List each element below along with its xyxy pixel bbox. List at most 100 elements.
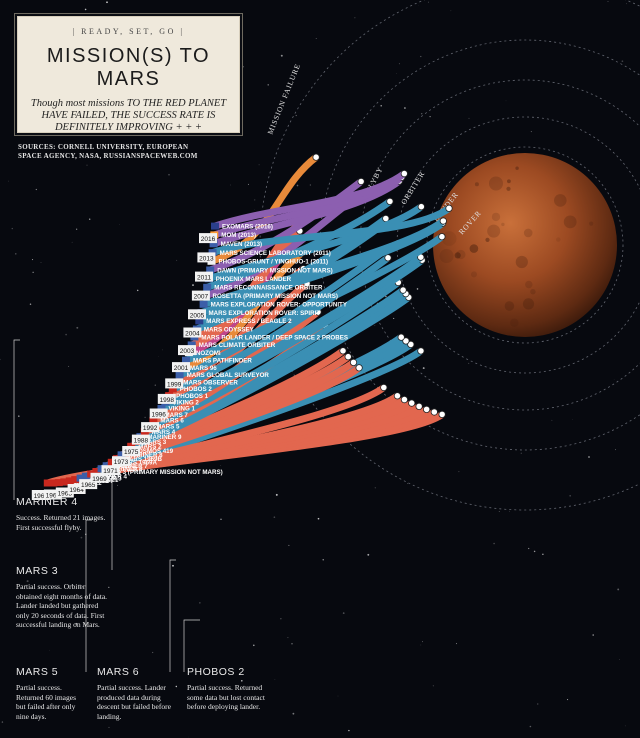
mission-ribbon: EXOMARS (2016): [211, 170, 408, 230]
mission-end-dot: [438, 233, 446, 241]
callout-text: Partial success. Lander produced data du…: [97, 683, 171, 721]
star: [468, 362, 470, 364]
star: [144, 416, 146, 419]
star: [422, 641, 423, 643]
year-box: [112, 456, 130, 467]
year-marker: 2016: [199, 233, 217, 244]
star: [458, 471, 460, 473]
mission-label: MARS OBSERVER: [183, 379, 238, 386]
flyby-ring: [319, 39, 640, 451]
star: [367, 553, 370, 556]
mission-label: ZOND 3 (PRIMARY MISSION NOT MARS): [103, 469, 222, 476]
page-title: MISSION(S) TO MARS: [46, 45, 211, 90]
mission-end-dot: [400, 170, 408, 178]
mars-crater: [525, 280, 533, 289]
star: [529, 725, 532, 728]
star: [588, 456, 590, 458]
mission-label: PHOBOS 1: [176, 393, 209, 400]
mission-label: MARINER 7: [114, 463, 149, 470]
year-box: [101, 465, 120, 476]
star: [295, 114, 297, 117]
mission-end-dot: [312, 153, 320, 161]
star: [396, 73, 397, 74]
year-marker: 2013: [197, 252, 216, 263]
star: [267, 84, 269, 86]
country-flag-icon: [203, 283, 212, 291]
year-marker: 1963: [55, 487, 74, 498]
star: [258, 164, 260, 166]
rover-ring: [426, 146, 624, 344]
mission-ribbon-path: [164, 254, 423, 406]
mars-crater: [515, 255, 528, 269]
star: [32, 271, 34, 273]
year-label: 1960: [34, 493, 49, 500]
star: [420, 55, 422, 58]
mission-end-dot: [439, 217, 447, 225]
mission-end-dot: [349, 358, 358, 366]
mission-label: PHOBOS-GRUNT / YINGHUO-1 (2011): [219, 259, 329, 266]
year-marker: 2011: [195, 271, 213, 282]
star: [592, 634, 594, 636]
year-box: [197, 252, 216, 263]
year-label: 1971: [103, 468, 118, 475]
callout-title: MARS 3: [16, 565, 59, 577]
star: [0, 358, 1, 361]
star: [342, 612, 345, 614]
callout-leader-line: [183, 619, 200, 672]
year-marker: 1965: [79, 479, 98, 490]
star: [49, 649, 50, 651]
mars-crater: [510, 318, 519, 327]
star: [280, 618, 282, 620]
year-marker: 1969: [90, 472, 109, 483]
mission-end-dot: [445, 204, 453, 212]
mars-crater: [507, 179, 511, 184]
star: [29, 303, 32, 306]
callout-mars-3: MARS 3 Partial success. Orbiter obtained…: [16, 565, 112, 630]
year-marker: 1999: [165, 378, 184, 389]
star: [253, 644, 255, 647]
country-flag-icon: [211, 222, 219, 230]
year-box: [178, 345, 196, 356]
year-label: 1975: [124, 449, 139, 456]
mission-label: VIKING 2: [172, 399, 199, 406]
mars-crater: [522, 298, 535, 310]
star: [1, 721, 4, 723]
mission-label: MARS 4: [152, 429, 176, 436]
mission-label: MARS ODYSSEY: [204, 326, 255, 333]
mission-label: MARS 3: [143, 439, 167, 446]
year-box: [149, 408, 168, 419]
mars-crater: [441, 231, 457, 246]
country-flag-icon: [43, 479, 52, 487]
star: [322, 559, 324, 561]
year-label: 2013: [199, 255, 214, 262]
year-label: 1992: [143, 425, 158, 432]
star: [354, 17, 356, 19]
year-marker: 1962: [43, 489, 62, 500]
star: [309, 184, 311, 186]
star: [315, 37, 317, 39]
star: [505, 100, 507, 102]
year-marker: 1992: [141, 422, 160, 433]
mission-end-dot: [408, 399, 416, 407]
year-box: [55, 487, 74, 498]
mission-label: MARS 1969A: [119, 460, 158, 467]
mission-label: MOM (2013): [221, 232, 256, 239]
callout-text: Partial success. Returned 60 images but …: [16, 683, 76, 721]
mission-end-dot: [422, 405, 431, 413]
mars-crater: [454, 252, 461, 259]
star: [530, 131, 532, 133]
mars-crater: [504, 301, 515, 311]
year-box: [90, 472, 109, 483]
callout-leader-lines: [13, 339, 200, 672]
star: [429, 115, 431, 118]
star: [61, 155, 63, 158]
year-label: 2004: [185, 331, 200, 338]
mars-crater: [501, 222, 505, 227]
star: [76, 326, 79, 329]
mars-crater: [563, 215, 577, 229]
mission-label: MARS 7: [165, 412, 189, 419]
mission-end-dot: [430, 408, 438, 416]
year-label: 2011: [197, 275, 211, 282]
star: [153, 699, 155, 701]
